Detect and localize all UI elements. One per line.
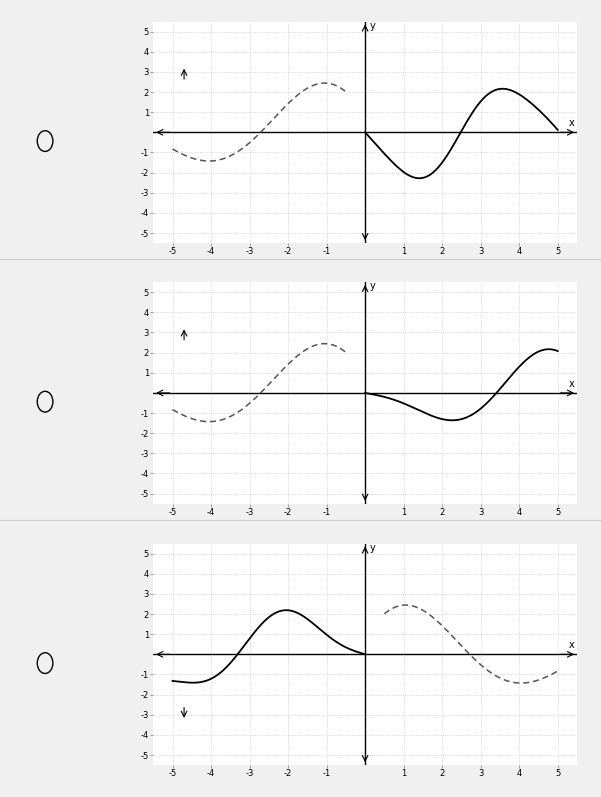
Text: x: x	[569, 640, 574, 650]
Text: x: x	[569, 118, 574, 128]
Text: y: y	[370, 281, 376, 291]
Text: y: y	[370, 21, 376, 30]
Text: x: x	[569, 379, 574, 389]
Text: y: y	[370, 543, 376, 552]
